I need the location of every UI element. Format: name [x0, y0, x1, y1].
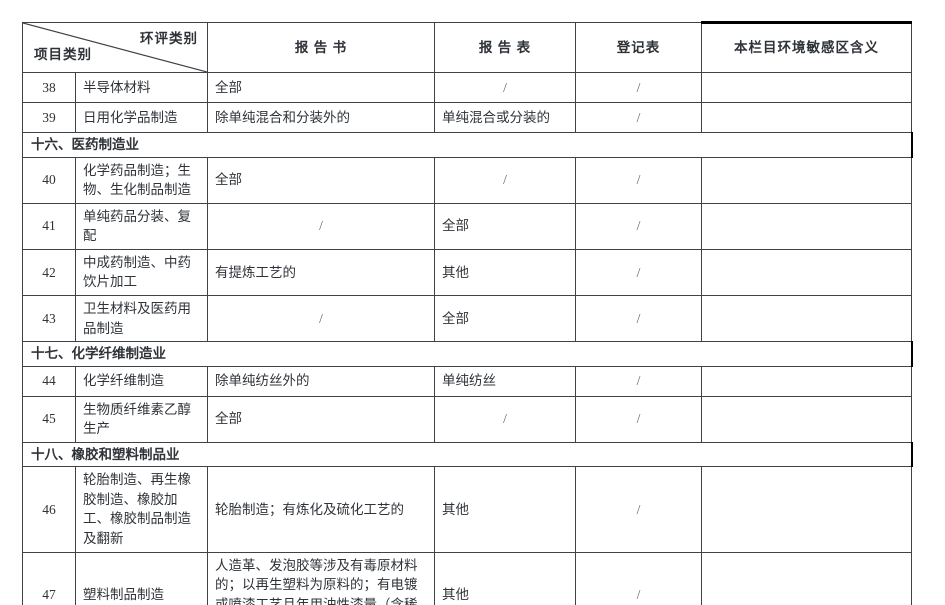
table-row: 46 轮胎制造、再生橡胶制造、橡胶加工、橡胶制品制造及翻新 轮胎制造；有炼化及硫化工… [22, 466, 912, 553]
table-header-row: 环评类别 项目类别 报 告 书 报 告 表 登记表 本栏目环境敏感区含义 [22, 21, 912, 73]
cell-num: 38 [22, 72, 76, 103]
cell-register-form: / [575, 395, 702, 443]
cell-sensitive [701, 248, 912, 296]
cell-report-book: 轮胎制造；有炼化及硫化工艺的 [207, 466, 435, 553]
cell-report-form: / [434, 72, 576, 103]
cell-report-book: 有提炼工艺的 [207, 248, 435, 296]
table-row: 45 生物质纤维素乙醇生产 全部 / / [22, 395, 912, 443]
cell-report-book: / [207, 294, 435, 343]
cell-sensitive [701, 102, 912, 133]
cell-sensitive [701, 551, 912, 605]
cell-num: 39 [22, 102, 76, 133]
cell-category: 中成药制造、中药饮片加工 [75, 248, 208, 296]
cell-category: 半导体材料 [75, 72, 208, 103]
cell-num: 41 [22, 202, 76, 250]
table-row: 43 卫生材料及医药用品制造 / 全部 / [22, 294, 912, 343]
cell-register-form: / [575, 72, 702, 103]
cell-sensitive [701, 466, 912, 553]
corner-label-eia-category: 环评类别 [140, 31, 198, 46]
cell-report-form: 其他 [434, 248, 576, 296]
cell-sensitive [701, 294, 912, 343]
cell-report-form: / [434, 395, 576, 443]
table-row: 40 化学药品制造；生物、生化制品制造 全部 / / [22, 156, 912, 204]
table-row: 41 单纯药品分装、复配 / 全部 / [22, 202, 912, 250]
cell-register-form: / [575, 248, 702, 296]
section-row: 十七、化学纤维制造业 [22, 341, 913, 367]
table-row: 39 日用化学品制造 除单纯混合和分装外的 单纯混合或分装的 / [22, 102, 912, 133]
corner-label-project-category: 项目类别 [34, 47, 92, 63]
cell-report-book: 全部 [207, 72, 435, 103]
section-label: 十七、化学纤维制造业 [22, 341, 913, 367]
cell-report-form: 全部 [434, 202, 576, 250]
cell-category: 日用化学品制造 [75, 102, 208, 133]
cell-register-form: / [575, 466, 702, 553]
cell-category: 塑料制品制造 [75, 551, 208, 605]
table-row: 42 中成药制造、中药饮片加工 有提炼工艺的 其他 / [22, 248, 912, 296]
cell-sensitive [701, 395, 912, 443]
cell-sensitive [701, 156, 912, 204]
cell-report-book: 除单纯纺丝外的 [207, 365, 435, 397]
cell-report-book: 除单纯混合和分装外的 [207, 102, 435, 133]
corner-header-cell: 环评类别 项目类别 [22, 22, 208, 73]
section-label: 十六、医药制造业 [22, 132, 913, 158]
table-row: 44 化学纤维制造 除单纯纺丝外的 单纯纺丝 / [22, 365, 912, 397]
cell-report-book: / [207, 202, 435, 250]
col-header-register-form: 登记表 [575, 22, 702, 73]
cell-report-form: 其他 [434, 466, 576, 553]
col-header-report-book: 报 告 书 [207, 22, 435, 73]
cell-category: 化学纤维制造 [75, 365, 208, 397]
section-row: 十八、橡胶和塑料制品业 [22, 441, 913, 468]
cell-category: 轮胎制造、再生橡胶制造、橡胶加工、橡胶制品制造及翻新 [75, 466, 208, 553]
col-header-report-form: 报 告 表 [434, 22, 576, 73]
eia-category-table: 环评类别 项目类别 报 告 书 报 告 表 登记表 本栏目环境敏感区含义 38 半… [22, 21, 913, 605]
cell-num: 43 [22, 294, 76, 343]
cell-category: 卫生材料及医药用品制造 [75, 294, 208, 343]
cell-report-form: / [434, 156, 576, 204]
section-label: 十八、橡胶和塑料制品业 [22, 441, 913, 468]
cell-register-form: / [575, 102, 702, 133]
cell-num: 45 [22, 395, 76, 443]
diagonal-line [23, 23, 207, 72]
cell-category: 单纯药品分装、复配 [75, 202, 208, 250]
col-header-sensitive-area-meaning: 本栏目环境敏感区含义 [701, 21, 912, 73]
cell-num: 42 [22, 248, 76, 296]
cell-register-form: / [575, 202, 702, 250]
table-row: 47 塑料制品制造 人造革、发泡胶等涉及有毒原材料的；以再生塑料为原料的；有电镀或喷… [22, 551, 912, 605]
cell-register-form: / [575, 365, 702, 397]
cell-category: 生物质纤维素乙醇生产 [75, 395, 208, 443]
cell-report-book: 全部 [207, 156, 435, 204]
cell-report-book: 全部 [207, 395, 435, 443]
cell-num: 40 [22, 156, 76, 204]
cell-register-form: / [575, 551, 702, 605]
cell-num: 44 [22, 365, 76, 397]
cell-register-form: / [575, 294, 702, 343]
cell-register-form: / [575, 156, 702, 204]
section-row: 十六、医药制造业 [22, 132, 913, 158]
cell-num: 47 [22, 551, 76, 605]
cell-report-form: 单纯纺丝 [434, 365, 576, 397]
cell-sensitive [701, 72, 912, 103]
cell-sensitive [701, 365, 912, 397]
cell-sensitive [701, 202, 912, 250]
cell-report-form: 全部 [434, 294, 576, 343]
cell-num: 46 [22, 466, 76, 553]
cell-report-book: 人造革、发泡胶等涉及有毒原材料的；以再生塑料为原料的；有电镀或喷漆工艺且年用油性… [207, 551, 435, 605]
table-row: 38 半导体材料 全部 / / [22, 72, 912, 103]
cell-category: 化学药品制造；生物、生化制品制造 [75, 156, 208, 204]
cell-report-form: 其他 [434, 551, 576, 605]
cell-report-form: 单纯混合或分装的 [434, 102, 576, 133]
